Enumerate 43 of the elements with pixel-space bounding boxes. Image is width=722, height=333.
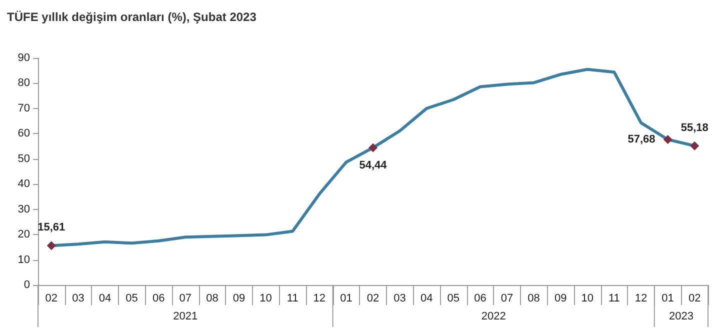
x-tick-label: 08 (528, 292, 540, 304)
text: 2022 (481, 310, 506, 322)
text: 2021 (173, 310, 198, 322)
y-tick-label: 0 (24, 279, 30, 291)
x-tick-label: 08 (206, 292, 218, 304)
data-label: 55,18 (680, 122, 708, 134)
x-tick-label: 07 (179, 292, 192, 304)
y-tick-label: 70 (18, 102, 30, 114)
y-tick-label: 30 (18, 203, 30, 216)
x-tick-label: 05 (447, 292, 460, 304)
x-tick-label: 02 (366, 292, 380, 304)
x-tick-label: 02 (688, 292, 701, 304)
data-label: 15,61 (38, 222, 66, 234)
x-tick-label: 01 (662, 292, 674, 304)
chart-title: TÜFE yıllık değişim oranları (%), Şubat 2023 (7, 10, 257, 24)
x-tick-label: 03 (72, 292, 84, 304)
x-tick-label: 01 (340, 292, 352, 304)
y-tick-label: 90 (18, 52, 30, 64)
x-tick-label: 04 (98, 292, 112, 304)
x-tick-label: 10 (260, 292, 272, 304)
x-tick-label: 05 (126, 292, 138, 304)
x-tick-label: 06 (474, 292, 486, 304)
x-tick-label: 03 (394, 292, 406, 304)
data-label: 54,44 (359, 160, 388, 172)
x-tick-label: 09 (232, 292, 246, 304)
y-tick-label: 20 (18, 228, 30, 241)
y-tick-label: 10 (18, 254, 30, 266)
y-tick-label: 60 (18, 128, 30, 140)
y-tick-label: 40 (18, 178, 30, 190)
x-tick-label: 12 (313, 292, 326, 304)
x-tick-label: 02 (45, 292, 58, 304)
x-tick-label: 07 (500, 292, 514, 304)
data-label: 57,68 (628, 134, 656, 146)
x-tick-label: 11 (286, 292, 298, 304)
x-tick-label: 09 (554, 292, 567, 304)
x-tick-label: 12 (634, 292, 648, 304)
text: 2023 (668, 310, 694, 322)
y-tick-label: 80 (18, 77, 30, 90)
x-tick-label: 06 (152, 292, 165, 304)
y-tick-label: 50 (18, 152, 30, 165)
x-tick-label: 10 (581, 292, 594, 304)
x-tick-label: 11 (608, 292, 620, 304)
x-tick-label: 04 (420, 292, 433, 304)
